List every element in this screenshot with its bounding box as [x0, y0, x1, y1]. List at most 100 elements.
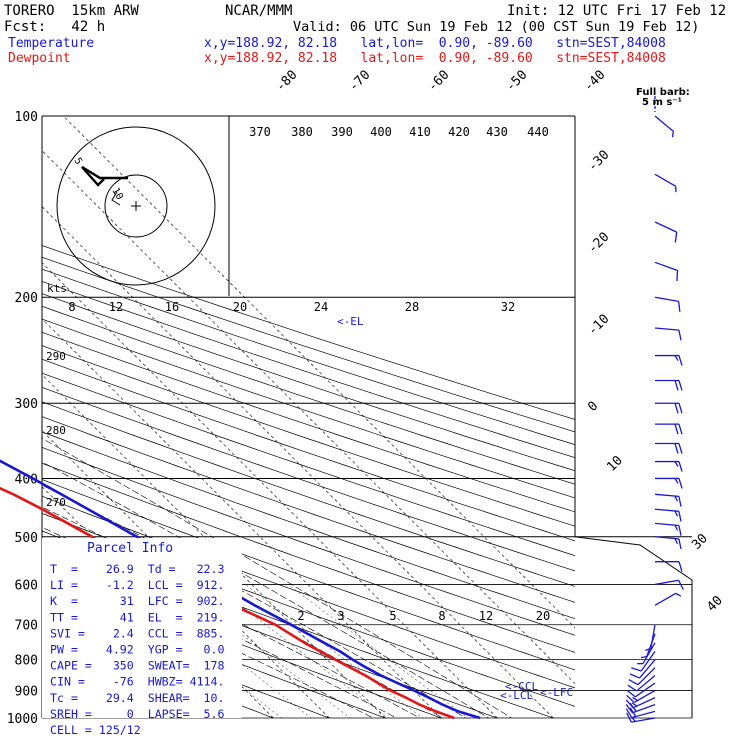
hodograph-speed-label: 16 — [165, 300, 179, 314]
dewpoint-profile-line — [0, 486, 455, 720]
parcel-info-row: SREH = 0 LAPSE= 5.6 — [50, 707, 225, 721]
hodograph-speed-label: 12 — [109, 300, 123, 314]
moist-adiabat-line — [42, 461, 490, 718]
isotherm-line — [63, 116, 575, 629]
isotherms — [42, 116, 575, 718]
dry-adiabat-line — [42, 256, 575, 433]
init-time: Init: 12 UTC Fri 17 Feb 12 — [507, 3, 727, 19]
hodograph-ring — [104, 174, 168, 238]
dry-adiabat-line — [42, 305, 575, 485]
model-title: TORERO 15km ARW — [4, 3, 139, 19]
isotherm-label: 40 — [704, 593, 726, 615]
wind-barb — [654, 261, 679, 281]
dry-adiabat-line — [42, 605, 331, 718]
valid-time: Valid: 06 UTC Sun 19 Feb 12 (00 CST Sun … — [293, 19, 700, 35]
parcel-info-row: PW = 4.92 YGP = 0.0 — [50, 643, 225, 657]
wind-barb — [654, 579, 684, 590]
wind-barb — [645, 624, 656, 652]
pressure-tick-label: 600 — [15, 578, 38, 593]
wind-barb — [654, 522, 682, 536]
parcel-info-row: CELL = 125/12 — [50, 723, 141, 737]
wind-barb — [655, 379, 683, 391]
mixing-ratio-label: 8 — [438, 609, 445, 623]
wind-barb — [654, 296, 681, 312]
theta-e-label: 420 — [448, 125, 470, 139]
dry-adiabat-line — [42, 358, 575, 542]
mixing-ratio-line — [287, 584, 469, 718]
theta-e-label: 400 — [370, 125, 392, 139]
parcel-info-row: K = 31 LFC = 902. — [50, 594, 225, 608]
temperature-legend-label: Temperature — [8, 36, 95, 51]
isotherm-label: -30 — [585, 148, 612, 175]
mixing-ratio-line — [139, 584, 312, 718]
theta-label: 270 — [46, 496, 66, 509]
mixing-ratio-line — [245, 584, 424, 718]
isotherm-line — [42, 206, 554, 718]
wind-barb — [655, 354, 683, 366]
lower-right-boundary — [574, 536, 693, 718]
isotherm-label: -70 — [346, 68, 373, 95]
isotherm-label: 10 — [604, 453, 626, 475]
theta-e-label: 380 — [291, 125, 313, 139]
level-annotation: <-LCL — [500, 689, 533, 702]
hodograph-ring-label: 10 — [109, 186, 125, 202]
pressure-tick-label: 800 — [15, 654, 38, 669]
isotherm-label: 0 — [585, 399, 601, 415]
isotherm-label: -50 — [503, 68, 530, 95]
wind-barb — [655, 423, 683, 435]
wind-barb — [654, 221, 678, 243]
isotherm-label: -80 — [273, 68, 300, 95]
moist-adiabat-line — [42, 438, 513, 718]
dry-adiabat-line — [42, 416, 575, 603]
theta-label: 290 — [46, 350, 66, 363]
mixing-ratio-label: 2 — [297, 609, 304, 623]
wind-barbs — [625, 96, 684, 723]
wind-barb — [654, 493, 682, 507]
wind-barb — [654, 536, 682, 550]
pressure-tick-label: 900 — [15, 684, 38, 699]
isotherm-label: 30 — [689, 531, 711, 553]
hodograph-storm-motion — [111, 191, 121, 206]
wind-barb — [628, 667, 656, 686]
dry-adiabat-line — [42, 479, 575, 671]
dewpoint-station-info: x,y=188.92, 82.18 lat,lon= 0.90, -89.60 … — [204, 51, 666, 66]
mixing-ratio-label: 20 — [536, 609, 550, 623]
dry-adiabat-line — [42, 268, 575, 446]
temperature-station-info: x,y=188.92, 82.18 lat,lon= 0.90, -89.60 … — [204, 36, 666, 51]
wind-barb — [655, 402, 683, 414]
theta-e-label: 370 — [249, 125, 271, 139]
wind-barb — [629, 659, 656, 679]
wind-barb — [654, 508, 682, 522]
barb-legend-line2: 5 m s⁻¹ — [642, 97, 682, 108]
hodograph-units-label: kts — [47, 282, 67, 295]
wind-barb — [654, 592, 682, 606]
theta-e-label: 390 — [331, 125, 353, 139]
dry-adiabat-line — [42, 431, 575, 620]
mixing-ratio-line — [177, 584, 351, 718]
isotherm-label: -60 — [425, 68, 452, 95]
hodograph-ring — [56, 126, 216, 286]
dry-adiabat-line — [42, 345, 575, 527]
isotherm-line — [42, 150, 575, 685]
parcel-info-row: T = 26.9 Td = 22.3 — [50, 562, 225, 576]
parcel-info-title: Parcel Info — [87, 541, 173, 556]
pressure-tick-label: 400 — [15, 472, 38, 487]
level-annotation: <-LFC — [540, 686, 573, 699]
hodograph-speed-label: 8 — [68, 300, 75, 314]
wind-barb — [655, 442, 683, 454]
parcel-info-row: LI = -1.2 LCL = 912. — [50, 578, 225, 592]
dry-adiabat-line — [42, 331, 575, 513]
isotherm-label: -10 — [585, 312, 612, 339]
wind-barb — [654, 115, 675, 138]
wind-barb — [627, 675, 656, 692]
isotherm-label: -20 — [585, 230, 612, 257]
wind-barb — [626, 712, 656, 723]
wind-barb — [631, 650, 656, 672]
wind-barb — [655, 477, 683, 489]
dry-adiabat-line — [42, 280, 575, 459]
parcel-info-row: CAPE = 350 SWEAT= 178 — [50, 659, 225, 673]
parcel-info-row: Tc = 29.4 SHEAR= 10. — [50, 691, 225, 705]
pressure-tick-label: 100 — [15, 110, 38, 125]
pressure-tick-label: 1000 — [7, 712, 38, 727]
